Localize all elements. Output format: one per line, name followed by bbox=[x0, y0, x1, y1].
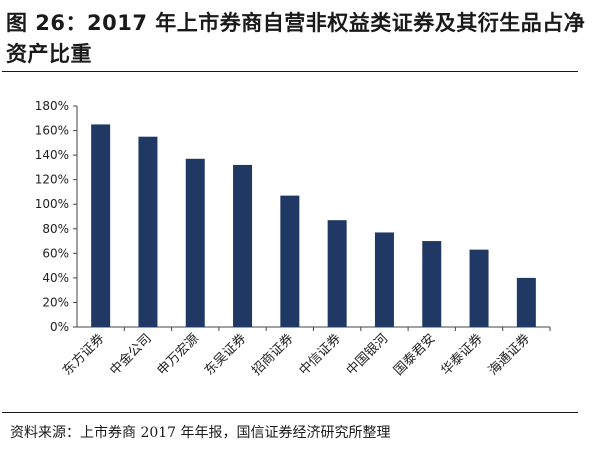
bar bbox=[280, 195, 300, 327]
y-tick-label: 140% bbox=[35, 148, 69, 162]
source-note: 资料来源：上市券商 2017 年年报，国信证券经济研究所整理 bbox=[10, 425, 391, 441]
x-tick-label: 国泰君安 bbox=[391, 331, 438, 378]
y-tick-label: 60% bbox=[42, 246, 69, 260]
bar bbox=[516, 277, 536, 327]
bar bbox=[469, 249, 489, 327]
figure-title: 图 26：2017 年上市券商自营非权益类证券及其衍生品占净资产比重 bbox=[6, 11, 586, 66]
bar bbox=[327, 220, 347, 327]
x-tick-label: 海通证券 bbox=[485, 331, 533, 379]
x-tick-label: 招商证券 bbox=[249, 331, 297, 379]
source-divider bbox=[2, 412, 578, 413]
x-tick-label: 华泰证券 bbox=[438, 331, 486, 379]
bar bbox=[138, 136, 158, 327]
y-tick-label: 40% bbox=[42, 271, 69, 285]
x-tick-label: 东方证券 bbox=[59, 331, 107, 379]
y-tick-label: 80% bbox=[42, 222, 69, 236]
x-tick-label: 中国银河 bbox=[344, 331, 391, 378]
bar bbox=[422, 241, 442, 327]
y-tick-label: 0% bbox=[50, 320, 69, 334]
title-divider bbox=[2, 71, 578, 72]
y-tick-label: 100% bbox=[35, 197, 69, 211]
y-tick-label: 120% bbox=[35, 173, 69, 187]
bar bbox=[185, 158, 205, 327]
x-tick-label: 中金公司 bbox=[107, 331, 155, 379]
bar-chart: 0% 20% 40% 60% 80% 100% 120% 140% 160% 180% 东方证券 中金… bbox=[35, 99, 551, 379]
x-tick-label: 中信证券 bbox=[296, 331, 344, 379]
bar bbox=[91, 124, 111, 327]
x-tick-label: 申万宏源 bbox=[155, 331, 202, 378]
y-tick-label: 160% bbox=[35, 124, 69, 138]
y-tick-label: 20% bbox=[42, 295, 69, 309]
bar bbox=[374, 232, 394, 327]
x-tick-label: 东吴证券 bbox=[201, 331, 249, 379]
y-tick-label: 180% bbox=[35, 99, 69, 113]
bar bbox=[233, 164, 253, 327]
